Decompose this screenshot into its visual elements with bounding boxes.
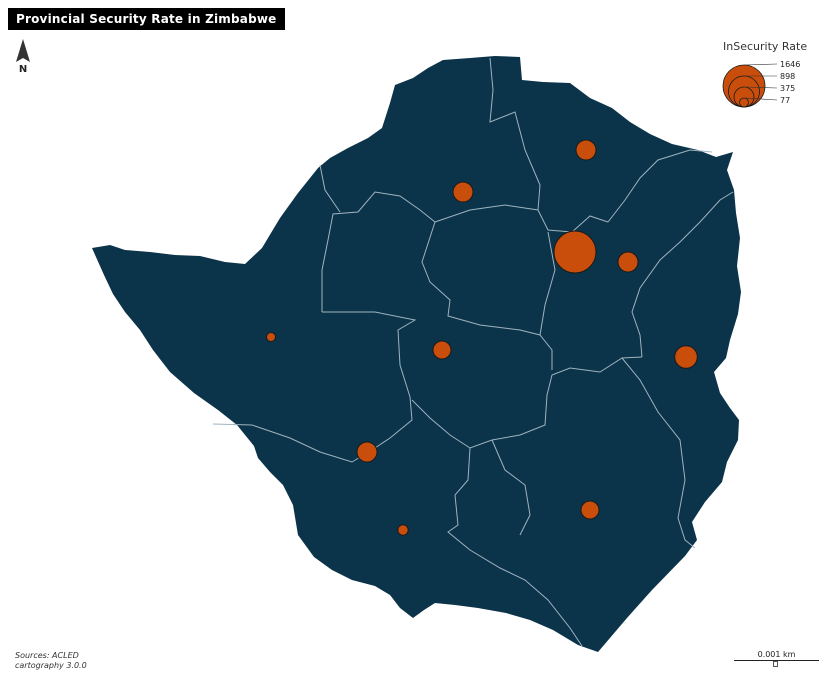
- scale-line: [734, 660, 819, 661]
- marker-mashonaland-east: [617, 251, 639, 273]
- marker-mashonaland-central: [575, 139, 597, 161]
- source-line-2: cartography 3.0.0: [15, 661, 87, 670]
- marker-matabeleland-south: [397, 524, 409, 536]
- legend-circle-77: [739, 97, 749, 108]
- marker-midlands: [432, 340, 452, 360]
- legend-symbols: [722, 63, 778, 108]
- marker-mashonaland-west: [452, 181, 474, 203]
- province-borders: [212, 57, 734, 647]
- marker-harare: [553, 230, 597, 274]
- marker-bulawayo: [356, 441, 378, 463]
- marker-manicaland: [674, 345, 698, 369]
- zimbabwe-outline: [92, 56, 741, 652]
- marker-masvingo: [580, 500, 600, 520]
- legend-value-898: 898: [780, 72, 796, 81]
- legend-leader-1646: [743, 63, 778, 66]
- legend-title: InSecurity Rate: [723, 40, 808, 53]
- legend-leader-77: [743, 97, 778, 101]
- source-line-1: Sources: ACLED: [15, 651, 79, 660]
- legend-leader-375: [743, 86, 778, 89]
- scale-tick: [773, 661, 778, 667]
- map-title: Provincial Security Rate in Zimbabwe: [8, 8, 285, 30]
- legend-value-77: 77: [780, 96, 791, 105]
- legend-value-375: 375: [780, 84, 796, 93]
- scale-label: 0.001 km: [757, 650, 796, 659]
- north-arrow: N: [13, 38, 33, 75]
- north-arrow-icon: [16, 39, 30, 62]
- north-label: N: [18, 64, 28, 75]
- legend: InSecurity Rate 1646 898 375 77: [718, 40, 823, 115]
- marker-matabeleland-north: [266, 332, 276, 342]
- security-markers: [266, 139, 698, 536]
- scale-bar: 0.001 km: [734, 650, 819, 672]
- legend-value-1646: 1646: [780, 60, 801, 69]
- sources: Sources: ACLED cartography 3.0.0: [15, 651, 87, 671]
